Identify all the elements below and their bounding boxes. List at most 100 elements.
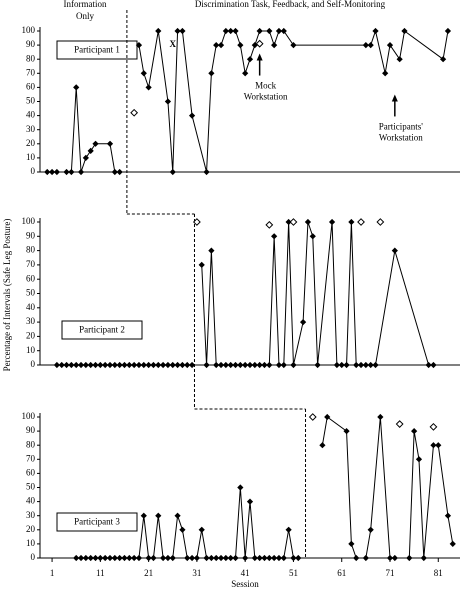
- data-point: [198, 526, 205, 533]
- y-tick-label: 80: [26, 53, 36, 63]
- x-tick-label: 81: [434, 568, 443, 578]
- data-point: [68, 168, 75, 176]
- y-tick-label: 90: [26, 425, 36, 435]
- data-point: [155, 27, 162, 35]
- annotation: Mock: [255, 81, 276, 91]
- data-point: [203, 168, 210, 176]
- y-tick-label: 30: [26, 124, 36, 134]
- data-point: [348, 218, 355, 226]
- data-point: [425, 361, 432, 369]
- panel-label-box: [56, 512, 138, 532]
- data-point: [140, 361, 147, 369]
- x-tick-label: 41: [241, 568, 250, 578]
- data-point: [285, 526, 292, 533]
- data-point: [439, 56, 447, 63]
- y-tick-label: 50: [26, 96, 36, 106]
- panel-label: Participant 2: [79, 325, 125, 335]
- data-point: [87, 361, 94, 369]
- data-point: [77, 554, 85, 562]
- y-tick-label: 40: [26, 302, 36, 312]
- data-point: [116, 361, 123, 369]
- y-tick-label: 60: [26, 81, 36, 91]
- data-point: [237, 361, 244, 369]
- data-point: [362, 41, 369, 49]
- data-point: [169, 554, 176, 562]
- data-point: [372, 27, 379, 35]
- data-point: [58, 361, 65, 369]
- data-point: [285, 218, 292, 226]
- data-point: [324, 413, 331, 421]
- data-point: [406, 554, 413, 562]
- y-axis-label: Percentage of Intervals (Safe Leg Postur…: [2, 219, 12, 372]
- open-marker: [429, 422, 438, 431]
- data-point: [435, 442, 442, 449]
- data-point: [53, 361, 61, 369]
- data-point: [357, 361, 365, 369]
- data-point: [111, 361, 118, 369]
- data-point: [213, 361, 220, 369]
- phase-label: Only: [76, 11, 95, 21]
- data-point: [169, 361, 176, 369]
- data-point: [155, 512, 162, 519]
- data-point: [92, 361, 99, 369]
- data-point: [188, 112, 196, 119]
- x-tick-label: 21: [144, 568, 153, 578]
- data-point: [222, 361, 229, 369]
- data-point: [275, 27, 283, 35]
- data-point: [145, 554, 152, 562]
- data-point: [198, 261, 205, 269]
- x-tick-label: 61: [337, 568, 346, 578]
- y-tick-label: 0: [31, 552, 36, 562]
- data-point: [237, 41, 244, 49]
- series-line: [138, 29, 449, 173]
- data-point: [145, 361, 152, 369]
- data-point: [188, 361, 196, 369]
- data-point: [87, 554, 94, 562]
- data-point: [362, 361, 369, 369]
- data-point: [140, 70, 147, 77]
- data-point: [164, 361, 172, 369]
- data-point: [213, 41, 220, 49]
- data-point: [184, 361, 191, 369]
- annotation: Workstation: [379, 133, 423, 143]
- data-point: [106, 554, 114, 562]
- data-point: [159, 554, 167, 562]
- data-point: [135, 554, 143, 562]
- open-marker: [395, 420, 404, 428]
- data-point: [217, 361, 225, 369]
- data-point: [246, 361, 254, 369]
- data-point: [44, 168, 51, 176]
- data-point: [164, 98, 172, 105]
- data-point: [222, 27, 229, 35]
- data-point: [102, 361, 109, 369]
- y-tick-label: 100: [22, 216, 36, 226]
- series-line: [47, 87, 120, 173]
- y-tick-label: 20: [26, 138, 36, 148]
- y-tick-label: 70: [26, 453, 36, 463]
- y-tick-label: 80: [26, 245, 36, 255]
- data-point: [295, 554, 302, 562]
- data-point: [131, 361, 138, 369]
- y-tick-label: 100: [22, 25, 36, 35]
- data-point: [53, 168, 61, 176]
- data-point: [266, 27, 273, 35]
- data-point: [420, 554, 427, 562]
- data-point: [290, 41, 297, 49]
- data-point: [73, 554, 80, 562]
- y-tick-label: 0: [31, 359, 36, 369]
- x-axis-label: Session: [231, 579, 259, 589]
- x-tick-label: 31: [192, 568, 201, 578]
- data-point: [266, 554, 273, 562]
- data-point: [275, 554, 283, 562]
- data-point: [116, 554, 123, 562]
- data-point: [372, 361, 379, 369]
- data-point: [232, 361, 239, 369]
- open-marker: [289, 218, 298, 226]
- y-tick-label: 60: [26, 273, 36, 283]
- data-point: [82, 361, 89, 369]
- data-point: [97, 554, 104, 562]
- x-marker: X: [170, 39, 177, 49]
- data-point: [184, 554, 191, 562]
- data-point: [126, 361, 133, 369]
- data-point: [92, 140, 99, 147]
